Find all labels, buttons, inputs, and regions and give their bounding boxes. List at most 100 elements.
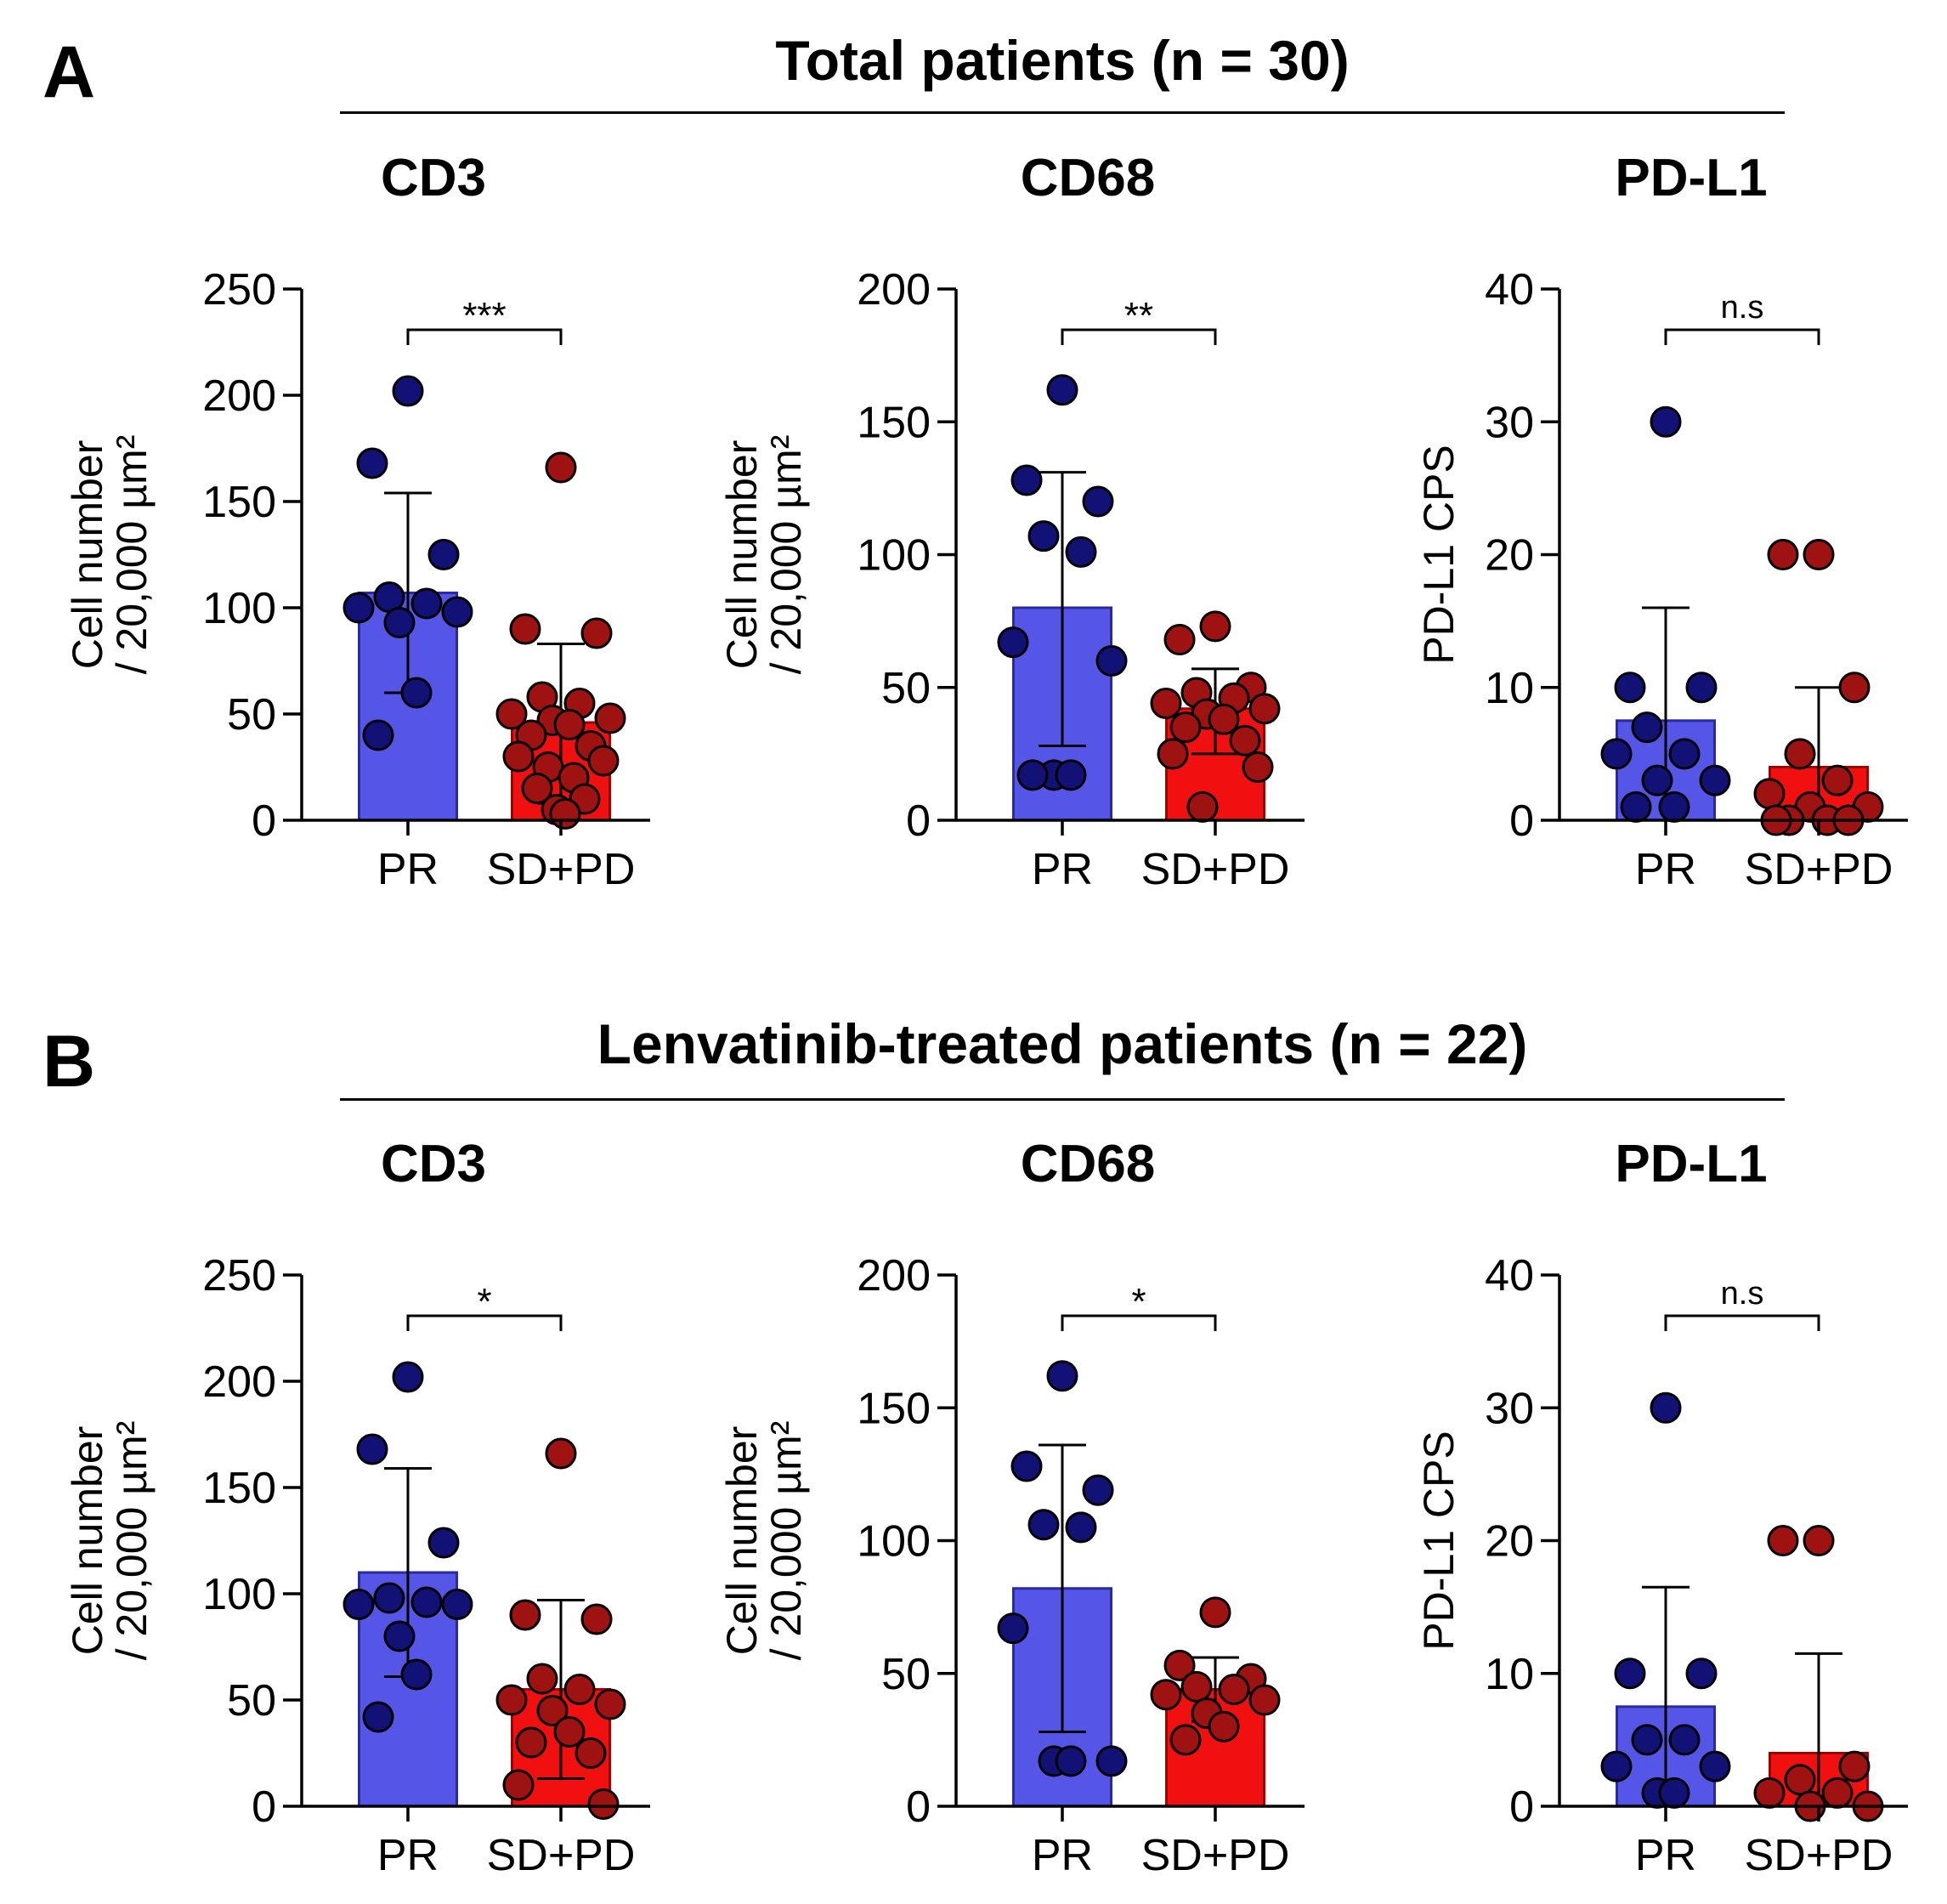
- data-point: [1242, 751, 1274, 783]
- data-point: [1248, 693, 1281, 725]
- data-point: [1150, 688, 1182, 719]
- y-tick-label: 200: [202, 371, 276, 421]
- significance-label: n.s: [1721, 290, 1764, 326]
- data-point: [587, 745, 620, 777]
- data-point: [1600, 738, 1633, 770]
- data-point: [587, 1788, 620, 1820]
- chart-title: CD68: [1021, 1135, 1156, 1193]
- data-point: [1685, 672, 1718, 704]
- x-tick-label: SD+PD: [1141, 845, 1290, 894]
- y-tick-label: 200: [857, 1251, 931, 1300]
- y-axis-label: PD-L1 CPS: [1415, 445, 1463, 664]
- data-point: [1699, 1750, 1731, 1782]
- data-point: [1046, 1360, 1078, 1392]
- data-point: [495, 698, 528, 730]
- data-point: [1248, 1684, 1281, 1716]
- y-tick-label: 40: [1485, 265, 1534, 314]
- data-point: [580, 1603, 613, 1635]
- y-tick-label: 150: [202, 478, 276, 527]
- data-point: [1803, 1525, 1835, 1556]
- y-tick-label: 0: [252, 796, 276, 846]
- data-point: [1157, 738, 1189, 770]
- data-point: [1699, 764, 1731, 796]
- data-point: [356, 1433, 388, 1465]
- y-tick-label: 200: [857, 265, 931, 314]
- significance-label: *: [1131, 1281, 1146, 1323]
- x-tick-label: SD+PD: [487, 1831, 636, 1880]
- data-point: [1658, 1776, 1690, 1809]
- data-point: [1016, 759, 1049, 791]
- data-point: [563, 1674, 596, 1705]
- data-point: [400, 1658, 433, 1691]
- y-tick-label: 10: [1485, 1650, 1534, 1699]
- x-tick-label: PR: [1032, 845, 1093, 894]
- data-point: [1668, 738, 1701, 770]
- data-point: [427, 1527, 460, 1559]
- y-tick-label: 0: [252, 1782, 276, 1832]
- chart-a-cd3: CD3 Cell number/ 20,000 µm² 0 50 100 150 200 25…: [64, 149, 650, 894]
- data-point: [1753, 778, 1786, 810]
- y-tick-label: 0: [906, 1782, 931, 1832]
- data-point: [1614, 672, 1646, 704]
- data-point: [1218, 1674, 1250, 1705]
- data-point: [1803, 539, 1835, 570]
- data-point: [342, 592, 375, 624]
- y-axis-label: Cell number: [718, 440, 766, 670]
- y-axis-label-unit: / 20,000 µm²: [762, 435, 810, 675]
- significance-bracket: [406, 328, 563, 345]
- data-point: [441, 1589, 473, 1620]
- data-point: [356, 447, 388, 479]
- y-axis-label-unit: / 20,000 µm²: [108, 435, 156, 675]
- data-point: [1650, 405, 1682, 438]
- data-point: [1082, 485, 1114, 518]
- data-point: [997, 626, 1029, 659]
- data-point: [383, 607, 416, 638]
- data-point: [1208, 1710, 1240, 1742]
- y-tick-label: 100: [202, 1570, 276, 1619]
- data-point: [1668, 1724, 1701, 1756]
- data-point: [342, 1589, 375, 1620]
- data-point: [1685, 1658, 1718, 1690]
- data-point: [1600, 1750, 1633, 1782]
- data-point: [502, 740, 535, 773]
- significance-bracket: [1664, 1314, 1820, 1331]
- x-tick-label: PR: [377, 1831, 439, 1880]
- data-point: [1614, 1658, 1646, 1690]
- data-point: [1065, 536, 1097, 568]
- data-point: [1767, 539, 1799, 570]
- data-point: [521, 773, 553, 804]
- chart-title: PD-L1: [1615, 149, 1767, 207]
- data-point: [1650, 1391, 1682, 1424]
- data-point: [400, 677, 433, 709]
- data-point: [1229, 724, 1261, 756]
- y-tick-label: 40: [1485, 1251, 1534, 1300]
- x-tick-label: PR: [1032, 1831, 1093, 1880]
- chart-b-cd68: CD68 Cell number/ 20,000 µm² 0 50 100 150 200 P…: [718, 1135, 1305, 1880]
- chart-b-cd3: CD3 Cell number/ 20,000 µm² 0 50 100 150 200 25…: [64, 1135, 650, 1880]
- data-point: [410, 1586, 443, 1618]
- data-point: [427, 539, 460, 570]
- data-point: [392, 375, 424, 407]
- y-tick-label: 250: [202, 265, 276, 314]
- data-point: [549, 798, 581, 830]
- y-tick-label: 10: [1485, 664, 1534, 713]
- significance-label: *: [477, 1281, 491, 1323]
- data-point: [1046, 374, 1078, 406]
- y-tick-label: 250: [202, 1251, 276, 1300]
- data-point: [1027, 1509, 1060, 1541]
- y-tick-label: 20: [1485, 1517, 1534, 1567]
- data-point: [1784, 1764, 1816, 1796]
- data-point: [1838, 672, 1871, 704]
- x-tick-label: PR: [1635, 845, 1696, 894]
- x-tick-label: PR: [377, 845, 439, 894]
- y-tick-label: 50: [227, 1676, 276, 1726]
- data-point: [1658, 790, 1690, 823]
- data-point: [1027, 520, 1060, 552]
- data-point: [515, 1726, 547, 1759]
- significance-bracket: [1664, 328, 1820, 345]
- data-point: [509, 613, 541, 645]
- y-tick-label: 0: [1509, 1782, 1534, 1832]
- data-point: [574, 1737, 607, 1769]
- significance-label: n.s: [1721, 1276, 1764, 1312]
- y-tick-label: 30: [1485, 398, 1534, 447]
